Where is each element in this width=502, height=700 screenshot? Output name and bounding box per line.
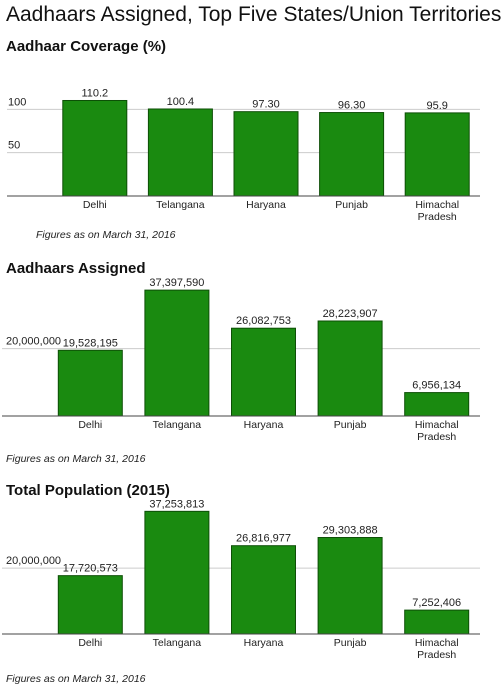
data-label: 100.4	[167, 96, 195, 108]
data-label: 37,253,813	[149, 498, 204, 510]
category-label: Pradesh	[417, 431, 456, 443]
category-label: Delhi	[78, 419, 102, 431]
page-title: Aadhaars Assigned, Top Five States/Union…	[6, 3, 502, 26]
bar	[231, 545, 296, 635]
category-label: Haryana	[244, 419, 284, 431]
category-label: Punjab	[335, 199, 368, 211]
data-label: 110.2	[81, 87, 108, 99]
data-label: 19,528,195	[63, 337, 118, 349]
data-label: 37,397,590	[149, 277, 204, 289]
bar	[317, 320, 383, 417]
data-label: 28,223,907	[323, 308, 378, 320]
category-label: Punjab	[334, 637, 367, 649]
bar	[233, 111, 299, 197]
bar	[404, 392, 470, 417]
chart-title-coverage: Aadhaar Coverage (%)	[6, 38, 167, 55]
category-label: Punjab	[334, 419, 367, 431]
category-label: Pradesh	[417, 649, 456, 661]
coverage-chart: 50 100 110.2 Delhi 100.4 Telangana 97.30 Haryan…	[7, 87, 480, 223]
chart-note-population: Figures as on March 31, 2016	[6, 673, 146, 685]
category-label: Himachal	[415, 199, 459, 211]
bar	[57, 575, 123, 635]
y-tick-label: 50	[8, 140, 20, 152]
data-label: 97.30	[252, 99, 280, 111]
category-label: Haryana	[244, 637, 284, 649]
chart-note-coverage: Figures as on March 31, 2016	[36, 229, 176, 241]
assigned-chart: 20,000,000 19,528,195 Delhi 37,397,590 Telan…	[2, 277, 480, 443]
bar	[144, 289, 210, 417]
data-label: 17,720,573	[63, 563, 118, 575]
bar	[57, 349, 123, 417]
y-tick-label: 100	[8, 96, 26, 108]
category-label: Haryana	[246, 199, 286, 211]
category-label: Telangana	[153, 637, 202, 649]
y-tick-label: 20,000,000	[6, 555, 61, 567]
data-label: 26,816,977	[236, 533, 291, 545]
chart-title-population: Total Population (2015)	[6, 482, 170, 499]
category-label: Pradesh	[418, 211, 457, 223]
chart-note-assigned: Figures as on March 31, 2016	[6, 453, 146, 465]
category-label: Telangana	[156, 199, 205, 211]
bar	[317, 537, 383, 635]
data-label: 29,303,888	[323, 525, 378, 537]
category-label: Himachal	[415, 637, 459, 649]
category-label: Telangana	[153, 419, 202, 431]
bar	[319, 112, 385, 197]
data-label: 6,956,134	[412, 380, 461, 392]
bar	[404, 609, 470, 635]
data-label: 7,252,406	[412, 597, 461, 609]
data-label: 95.9	[426, 100, 447, 112]
bar	[404, 112, 470, 197]
category-label: Himachal	[415, 419, 459, 431]
data-label: 26,082,753	[236, 315, 291, 327]
y-tick-label: 20,000,000	[6, 336, 61, 348]
bar	[147, 108, 213, 197]
data-label: 96.30	[338, 100, 366, 112]
chart-title-assigned: Aadhaars Assigned	[6, 260, 146, 277]
bar	[62, 99, 128, 197]
bar	[144, 510, 210, 635]
category-label: Delhi	[78, 637, 102, 649]
bar	[231, 327, 296, 417]
category-label: Delhi	[83, 199, 107, 211]
